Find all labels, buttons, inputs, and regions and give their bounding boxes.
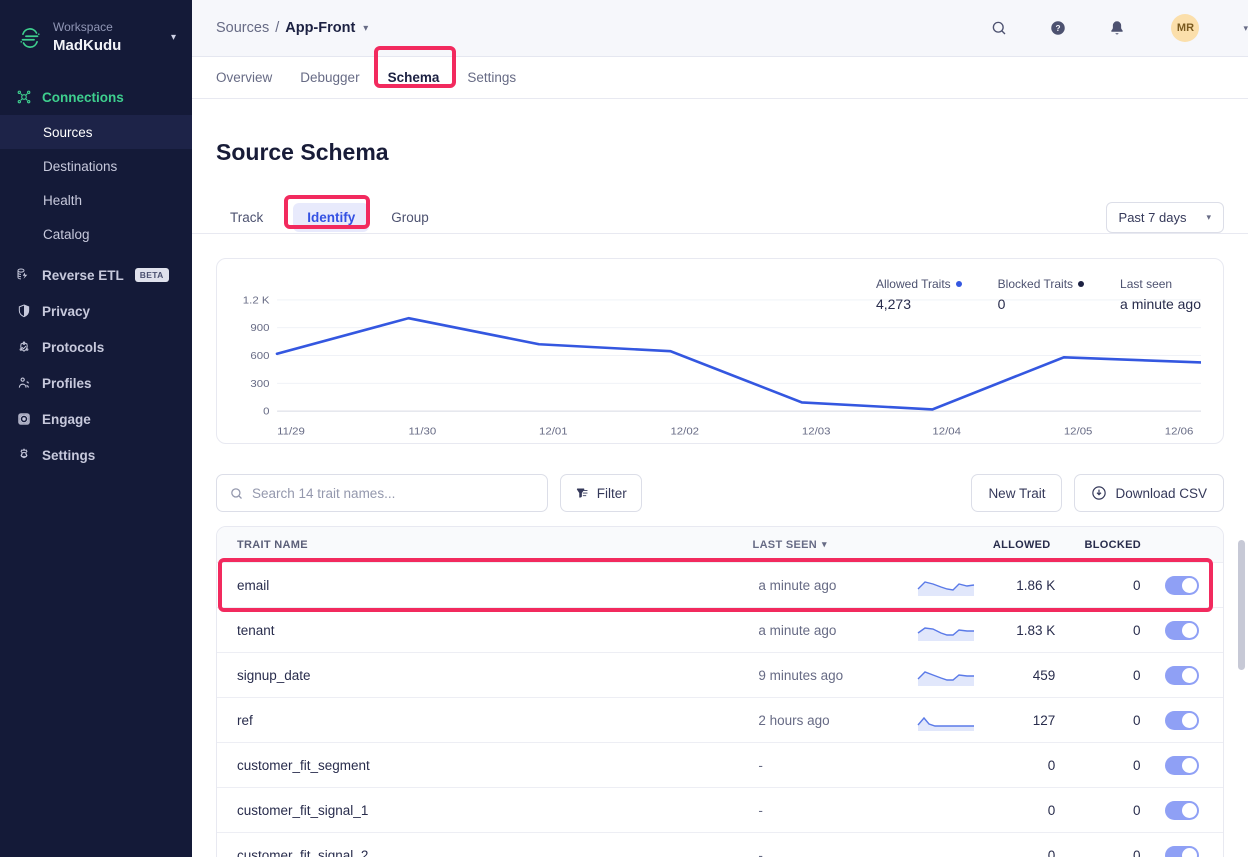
svg-text:12/05: 12/05: [1064, 426, 1093, 437]
svg-text:900: 900: [250, 323, 269, 334]
svg-text:11/30: 11/30: [409, 426, 437, 437]
svg-text:?: ?: [1056, 24, 1061, 33]
svg-text:12/06: 12/06: [1165, 426, 1194, 437]
svg-text:11/29: 11/29: [277, 426, 305, 437]
svg-text:1.2 K: 1.2 K: [243, 295, 270, 306]
svg-text:12/03: 12/03: [802, 426, 831, 437]
svg-text:12/01: 12/01: [539, 426, 568, 437]
svg-text:12/02: 12/02: [670, 426, 699, 437]
svg-text:12/04: 12/04: [932, 426, 961, 437]
svg-text:0: 0: [263, 406, 269, 417]
svg-text:300: 300: [250, 378, 269, 389]
svg-text:600: 600: [250, 350, 269, 361]
